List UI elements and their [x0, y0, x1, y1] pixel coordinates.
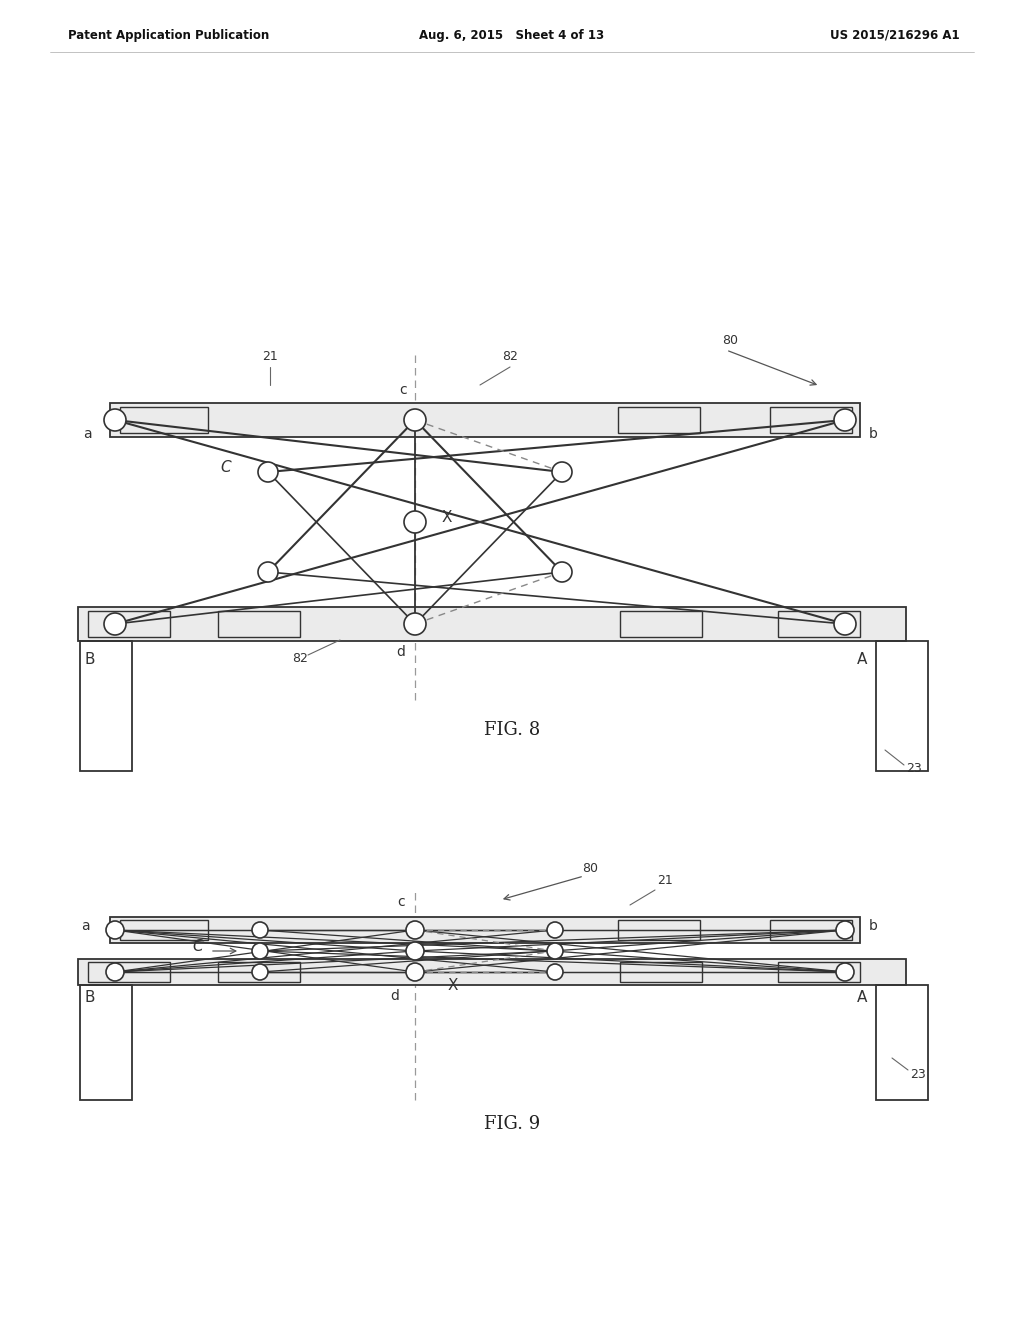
Text: A: A	[857, 652, 867, 667]
Bar	[78, 960, 906, 985]
Text: a: a	[81, 919, 89, 933]
Text: Patent Application Publication: Patent Application Publication	[68, 29, 269, 41]
Circle shape	[104, 409, 126, 432]
Bar	[618, 407, 700, 433]
Bar	[876, 642, 928, 771]
Text: d: d	[390, 989, 399, 1003]
Circle shape	[404, 612, 426, 635]
Bar	[218, 962, 300, 982]
Text: 80: 80	[722, 334, 738, 347]
Circle shape	[547, 921, 563, 939]
Bar	[120, 407, 208, 433]
Circle shape	[252, 921, 268, 939]
Text: b: b	[868, 919, 878, 933]
Text: FIG. 8: FIG. 8	[484, 721, 540, 739]
Bar	[770, 407, 852, 433]
Circle shape	[406, 921, 424, 939]
Bar	[778, 611, 860, 638]
Circle shape	[834, 409, 856, 432]
Text: Aug. 6, 2015   Sheet 4 of 13: Aug. 6, 2015 Sheet 4 of 13	[420, 29, 604, 41]
Circle shape	[258, 562, 278, 582]
Bar	[876, 985, 928, 1100]
Circle shape	[836, 964, 854, 981]
Bar	[218, 611, 300, 638]
Text: A: A	[857, 990, 867, 1005]
Circle shape	[106, 921, 124, 939]
Circle shape	[252, 942, 268, 960]
Text: B: B	[85, 990, 95, 1005]
Circle shape	[836, 921, 854, 939]
Bar	[620, 611, 702, 638]
Circle shape	[547, 964, 563, 979]
Circle shape	[404, 409, 426, 432]
Bar	[110, 403, 860, 437]
Text: 82: 82	[292, 652, 308, 665]
Circle shape	[406, 964, 424, 981]
Text: C: C	[221, 459, 231, 475]
Circle shape	[552, 562, 572, 582]
Circle shape	[104, 612, 126, 635]
Text: FIG. 9: FIG. 9	[484, 1115, 540, 1133]
Bar	[778, 962, 860, 982]
Circle shape	[406, 942, 424, 960]
Bar	[80, 642, 132, 771]
Text: X: X	[447, 978, 459, 993]
Circle shape	[834, 612, 856, 635]
Bar	[620, 962, 702, 982]
Bar	[88, 611, 170, 638]
Text: 21: 21	[657, 874, 673, 887]
Text: US 2015/216296 A1: US 2015/216296 A1	[830, 29, 961, 41]
Text: d: d	[396, 645, 406, 659]
Text: a: a	[83, 426, 91, 441]
Text: b: b	[868, 426, 878, 441]
Circle shape	[552, 462, 572, 482]
Bar	[88, 962, 170, 982]
Text: c: c	[399, 383, 407, 397]
Text: C: C	[193, 939, 204, 954]
Bar	[618, 920, 700, 940]
Text: 23: 23	[910, 1068, 926, 1081]
Text: B: B	[85, 652, 95, 667]
Bar	[120, 920, 208, 940]
Circle shape	[106, 964, 124, 981]
Circle shape	[258, 462, 278, 482]
Text: c: c	[397, 895, 404, 909]
Bar	[770, 920, 852, 940]
Bar	[80, 985, 132, 1100]
Text: 21: 21	[262, 350, 278, 363]
Circle shape	[252, 964, 268, 979]
Circle shape	[404, 511, 426, 533]
Bar	[110, 917, 860, 942]
Text: 80: 80	[582, 862, 598, 875]
Text: 82: 82	[502, 350, 518, 363]
Text: 23: 23	[906, 762, 922, 775]
Bar	[78, 607, 906, 642]
Text: X: X	[441, 510, 453, 525]
Circle shape	[547, 942, 563, 960]
